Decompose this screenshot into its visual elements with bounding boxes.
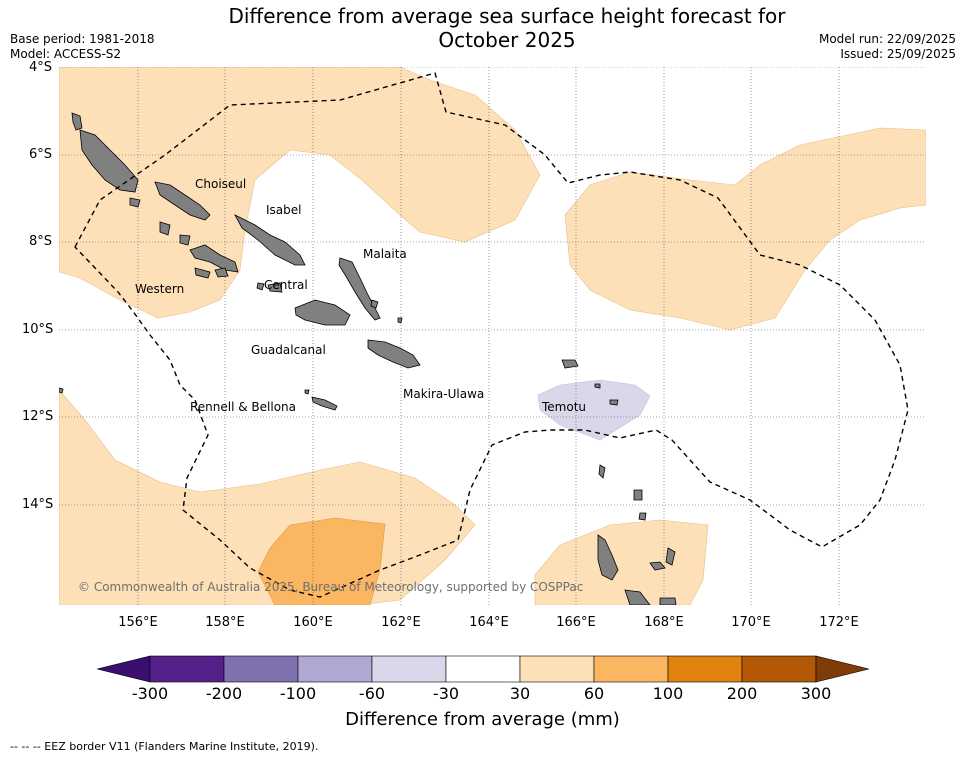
island-new-georgia xyxy=(189,244,239,273)
colorbar-cell xyxy=(741,655,817,683)
colorbar-tick: 60 xyxy=(583,684,605,703)
colorbar-tick: 200 xyxy=(726,684,758,703)
region-label-malaita: Malaita xyxy=(363,247,407,261)
colorbar-tick: 30 xyxy=(509,684,531,703)
base-period: Base period: 1981-2018 xyxy=(10,32,155,46)
lat-label: 12°S xyxy=(22,409,54,424)
anomaly-area-ne xyxy=(564,127,926,331)
island-ulawa xyxy=(397,317,403,324)
lat-label: 4°S xyxy=(28,60,52,75)
colorbar-cell-under xyxy=(96,655,151,683)
run-info: Model run: 22/09/2025 Issued: 25/09/2025 xyxy=(819,32,956,62)
colorbar-cell xyxy=(371,655,447,683)
colorbar-cell-over xyxy=(815,655,870,683)
lat-label: 14°S xyxy=(22,497,54,512)
region-label-guadalcanal: Guadalcanal xyxy=(251,343,326,357)
colorbar-cell xyxy=(149,655,225,683)
model-run: Model run: 22/09/2025 xyxy=(818,32,956,46)
anomaly-area-se xyxy=(534,519,709,605)
lon-label: 168°E xyxy=(644,615,684,630)
colorbar-tick: -300 xyxy=(131,684,169,703)
island-vangunu xyxy=(214,267,229,278)
colorbar-cell xyxy=(297,655,373,683)
lat-label: 8°S xyxy=(28,234,52,249)
island-rennell xyxy=(311,396,338,411)
lat-label: 6°S xyxy=(28,147,52,162)
island-makira xyxy=(367,339,421,369)
colorbar-cell xyxy=(519,655,595,683)
island-banks xyxy=(633,489,643,501)
island-pentecost xyxy=(665,547,676,566)
island-santa-cruz xyxy=(561,359,579,369)
colorbar xyxy=(96,655,870,683)
lon-label: 156°E xyxy=(118,615,158,630)
region-label-western: Western xyxy=(135,282,185,296)
anomaly-area-nw xyxy=(59,67,541,319)
island-malaita xyxy=(338,257,381,321)
island-shortland xyxy=(129,197,141,208)
island-rendova xyxy=(194,267,211,279)
island-choiseul xyxy=(154,181,211,221)
colorbar-tick: 100 xyxy=(652,684,684,703)
colorbar-cell xyxy=(667,655,743,683)
lon-label: 166°E xyxy=(556,615,596,630)
region-label-rennell-bellona: Rennell & Bellona xyxy=(190,400,297,414)
island-far-west xyxy=(59,387,64,394)
anomaly-area-strong xyxy=(257,517,386,605)
region-label-makira-ulawa: Makira-Ulawa xyxy=(403,387,485,401)
lon-label: 164°E xyxy=(469,615,509,630)
island-bougainville xyxy=(79,129,139,193)
lon-label: 172°E xyxy=(819,615,859,630)
colorbar-tick: -200 xyxy=(205,684,243,703)
copyright-notice: © Commonwealth of Australia 2025, Bureau… xyxy=(78,580,584,594)
island-nggela xyxy=(267,282,283,293)
island-russell xyxy=(256,282,265,291)
island-small-malaita xyxy=(370,299,379,309)
colorbar-tick: -60 xyxy=(358,684,386,703)
colorbar-title: Difference from average (mm) xyxy=(345,709,620,730)
chart-title: Difference from average sea surface heig… xyxy=(200,4,814,52)
colorbar-tick: -100 xyxy=(279,684,317,703)
model-name: Model: ACCESS-S2 xyxy=(10,47,122,61)
lon-label: 158°E xyxy=(205,615,245,630)
anomaly-area-negative xyxy=(537,379,651,441)
title-line-2: October 2025 xyxy=(438,28,576,52)
colorbar-cell xyxy=(445,655,521,683)
island-espiritu-santo xyxy=(597,534,619,581)
colorbar-cell xyxy=(593,655,669,683)
island-buka xyxy=(71,112,83,131)
island-utupua xyxy=(594,383,601,389)
model-info: Base period: 1981-2018 Model: ACCESS-S2 xyxy=(10,32,155,62)
eez-legend-note: -- -- -- EEZ border V11 (Flanders Marine… xyxy=(10,740,319,753)
island-torres xyxy=(598,464,606,479)
island-ambrym xyxy=(659,597,677,605)
region-label-temotu: Temotu xyxy=(542,400,587,414)
island-vella xyxy=(159,221,171,236)
lon-label: 160°E xyxy=(293,615,333,630)
lon-label: 170°E xyxy=(731,615,771,630)
eez-border xyxy=(74,72,909,598)
colorbar-cell xyxy=(223,655,299,683)
island-bellona xyxy=(304,389,310,395)
region-label-choiseul: Choiseul xyxy=(195,177,247,191)
island-banks-2 xyxy=(638,512,647,521)
island-vanikoro xyxy=(609,399,619,406)
title-line-1: Difference from average sea surface heig… xyxy=(228,4,786,28)
issued-date: Issued: 25/09/2025 xyxy=(840,47,956,61)
colorbar-tick: 300 xyxy=(800,684,832,703)
region-label-isabel: Isabel xyxy=(266,203,302,217)
island-maewo xyxy=(649,561,666,571)
island-guadalcanal xyxy=(294,299,351,326)
island-kolombangara xyxy=(179,234,191,246)
colorbar-tick: -30 xyxy=(432,684,460,703)
island-malekula xyxy=(624,589,651,605)
lat-label: 10°S xyxy=(22,322,54,337)
region-label-central: Central xyxy=(264,278,308,292)
lon-label: 162°E xyxy=(381,615,421,630)
island-isabel xyxy=(234,214,306,266)
